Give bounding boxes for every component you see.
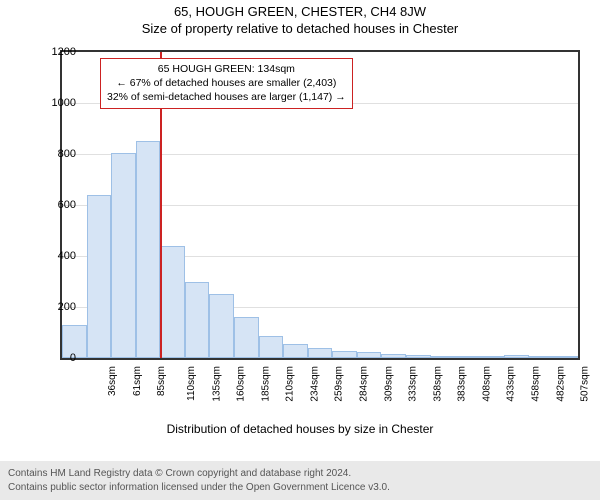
histogram-bar [504,355,529,358]
y-tick-label: 1200 [40,46,76,58]
histogram-bar [160,246,185,358]
histogram-bar [406,355,431,358]
x-tick-label: 482sqm [555,366,566,402]
histogram-bar [480,356,505,358]
x-axis-label: Distribution of detached houses by size … [0,422,600,436]
x-tick-label: 309sqm [383,366,394,402]
x-tick-label: 383sqm [457,366,468,402]
plot-area: 65 HOUGH GREEN: 134sqm ← 67% of detached… [60,50,580,360]
x-tick-label: 36sqm [107,366,118,396]
histogram-bar [234,317,259,358]
histogram-bar [308,348,333,358]
y-tick-label: 1000 [40,97,76,109]
annotation-box: 65 HOUGH GREEN: 134sqm ← 67% of detached… [100,58,353,109]
chart-container: Number of detached properties 65 HOUGH G… [0,44,600,438]
histogram-bar [87,195,112,358]
x-tick-label: 85sqm [156,366,167,396]
x-tick-label: 333sqm [408,366,419,402]
x-tick-label: 458sqm [531,366,542,402]
page-root: 65, HOUGH GREEN, CHESTER, CH4 8JW Size o… [0,0,600,500]
histogram-bar [529,356,554,358]
x-tick-label: 234sqm [309,366,320,402]
x-tick-label: 433sqm [506,366,517,402]
page-title: 65, HOUGH GREEN, CHESTER, CH4 8JW [0,0,600,19]
x-tick-label: 507sqm [580,366,591,402]
y-tick-label: 800 [40,148,76,160]
footer-line2: Contains public sector information licen… [8,481,592,495]
histogram-bar [332,351,357,358]
histogram-bar [111,153,136,358]
x-tick-label: 110sqm [186,366,197,401]
histogram-bar [357,352,382,358]
y-tick-label: 200 [40,301,76,313]
annotation-line1: 65 HOUGH GREEN: 134sqm [107,62,346,76]
y-tick-label: 0 [40,352,76,364]
histogram-bar [209,294,234,358]
histogram-bar [136,141,161,358]
histogram-bar [185,282,210,359]
x-tick-label: 210sqm [285,366,296,402]
annotation-line3: 32% of semi-detached houses are larger (… [107,90,346,104]
x-tick-label: 160sqm [236,366,247,402]
x-tick-label: 358sqm [432,366,443,402]
x-tick-label: 408sqm [481,366,492,402]
histogram-bar [431,356,456,358]
x-tick-label: 259sqm [334,366,345,402]
histogram-bar [283,344,308,358]
histogram-bar [259,336,284,358]
y-tick-label: 400 [40,250,76,262]
histogram-bar [553,356,578,358]
x-tick-label: 185sqm [260,366,271,402]
footer: Contains HM Land Registry data © Crown c… [0,461,600,500]
x-tick-label: 284sqm [359,366,370,402]
footer-line1: Contains HM Land Registry data © Crown c… [8,467,592,481]
y-tick-label: 600 [40,199,76,211]
histogram-bar [381,354,406,358]
page-subtitle: Size of property relative to detached ho… [0,19,600,36]
annotation-line2: ← 67% of detached houses are smaller (2,… [107,76,346,90]
histogram-bar [455,356,480,358]
x-tick-label: 135sqm [211,366,222,402]
x-tick-label: 61sqm [132,366,143,396]
